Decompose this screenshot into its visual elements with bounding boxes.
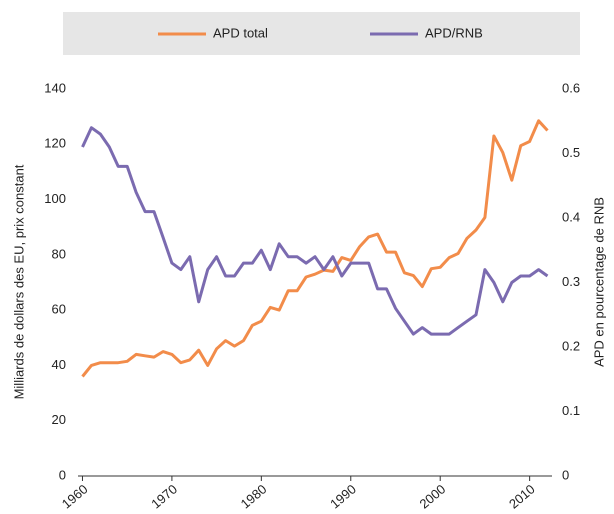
y2-tick-label: 0.1 — [562, 403, 580, 418]
legend-label: APD/RNB — [425, 25, 483, 40]
x-tick-label: 1980 — [238, 481, 270, 511]
y2-tick-label: 0.6 — [562, 80, 580, 95]
x-tick-label: 2010 — [506, 481, 538, 511]
y-tick-label: 0 — [59, 467, 66, 482]
y2-tick-label: 0.2 — [562, 338, 580, 353]
y-tick-label: 60 — [52, 302, 66, 317]
x-tick-label: 1960 — [59, 481, 91, 511]
y-tick-label: 80 — [52, 246, 66, 261]
y-tick-label: 140 — [44, 80, 66, 95]
x-tick-label: 2000 — [417, 481, 449, 511]
y2-tick-label: 0 — [562, 467, 569, 482]
x-tick-label: 1990 — [327, 481, 359, 511]
y-tick-label: 40 — [52, 357, 66, 372]
series-line — [81, 126, 549, 336]
y-tick-label: 120 — [44, 136, 66, 151]
y-tick-label: 20 — [52, 412, 66, 427]
y2-tick-label: 0.5 — [562, 145, 580, 160]
series-line — [81, 119, 549, 378]
y-axis-label: Milliards de dollars des EU, prix consta… — [11, 164, 26, 399]
y2-axis-label: APD en pourcentage de RNB — [591, 197, 606, 367]
y2-tick-label: 0.4 — [562, 209, 580, 224]
y2-tick-label: 0.3 — [562, 274, 580, 289]
x-tick-label: 1970 — [148, 481, 180, 511]
legend-box — [63, 12, 580, 55]
y-tick-label: 100 — [44, 191, 66, 206]
legend-label: APD total — [213, 25, 268, 40]
